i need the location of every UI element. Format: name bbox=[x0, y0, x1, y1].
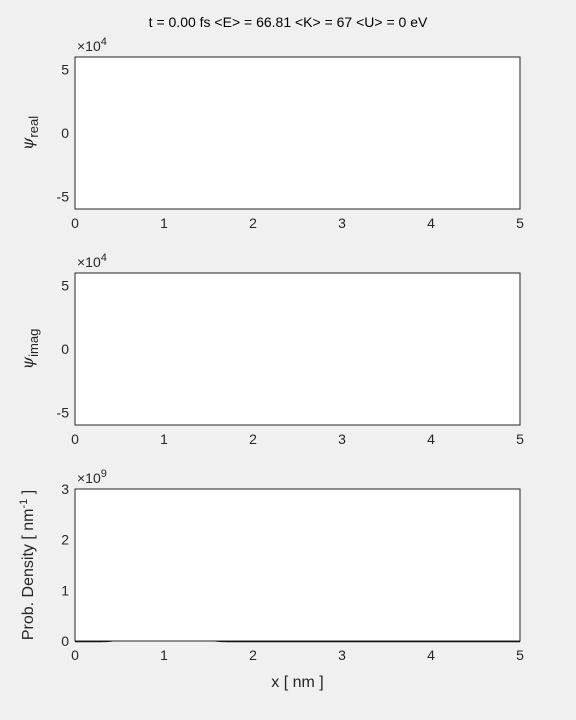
y-axis-label: ψimag bbox=[18, 329, 41, 370]
x-tick-label: 1 bbox=[160, 215, 168, 231]
y-tick-label: 2 bbox=[61, 532, 69, 548]
axes-prob_density: 0 1 2 3 4 5 0 1 2 3 ×109 Prob. Density [ nm-1 ] x [ … bbox=[18, 468, 524, 691]
y-tick-label: 0 bbox=[61, 633, 69, 649]
x-tick-label: 5 bbox=[516, 431, 524, 447]
y-tick-label: 5 bbox=[61, 278, 69, 294]
x-tick-label: 5 bbox=[516, 215, 524, 231]
x-tick-label: 5 bbox=[516, 647, 524, 663]
x-tick-label: 2 bbox=[249, 647, 257, 663]
x-tick-label: 3 bbox=[338, 647, 346, 663]
x-tick-label: 3 bbox=[338, 431, 346, 447]
y-tick-label: 5 bbox=[61, 62, 69, 78]
y-tick-label: 1 bbox=[61, 582, 69, 598]
y-axis-label: ψreal bbox=[18, 116, 41, 150]
x-tick-label: 2 bbox=[249, 215, 257, 231]
axes-box bbox=[74, 272, 521, 426]
x-tick-label: 1 bbox=[160, 431, 168, 447]
axes-box bbox=[74, 488, 521, 642]
y-exponent-label: ×104 bbox=[77, 252, 107, 270]
x-tick-label: 4 bbox=[427, 215, 435, 231]
x-tick-label: 4 bbox=[427, 647, 435, 663]
axes-box bbox=[74, 56, 521, 210]
x-tick-label: 0 bbox=[71, 647, 79, 663]
x-tick-label: 3 bbox=[338, 215, 346, 231]
y-exponent-label: ×109 bbox=[77, 468, 107, 486]
x-tick-label: 1 bbox=[160, 647, 168, 663]
y-tick-label: -5 bbox=[57, 188, 70, 204]
figure-title: t = 0.00 fs <E> = 66.81 <K> = 67 <U> = 0… bbox=[149, 14, 428, 30]
y-tick-label: 0 bbox=[61, 125, 69, 141]
y-exponent-label: ×104 bbox=[77, 36, 107, 54]
y-axis-label: Prob. Density [ nm-1 ] bbox=[18, 490, 37, 640]
x-tick-label: 0 bbox=[71, 431, 79, 447]
x-axis-label: x [ nm ] bbox=[271, 674, 323, 691]
x-tick-label: 0 bbox=[71, 215, 79, 231]
y-tick-label: -5 bbox=[57, 404, 70, 420]
y-tick-label: 3 bbox=[61, 481, 69, 497]
y-tick-label: 0 bbox=[61, 341, 69, 357]
x-tick-label: 2 bbox=[249, 431, 257, 447]
x-tick-label: 4 bbox=[427, 431, 435, 447]
